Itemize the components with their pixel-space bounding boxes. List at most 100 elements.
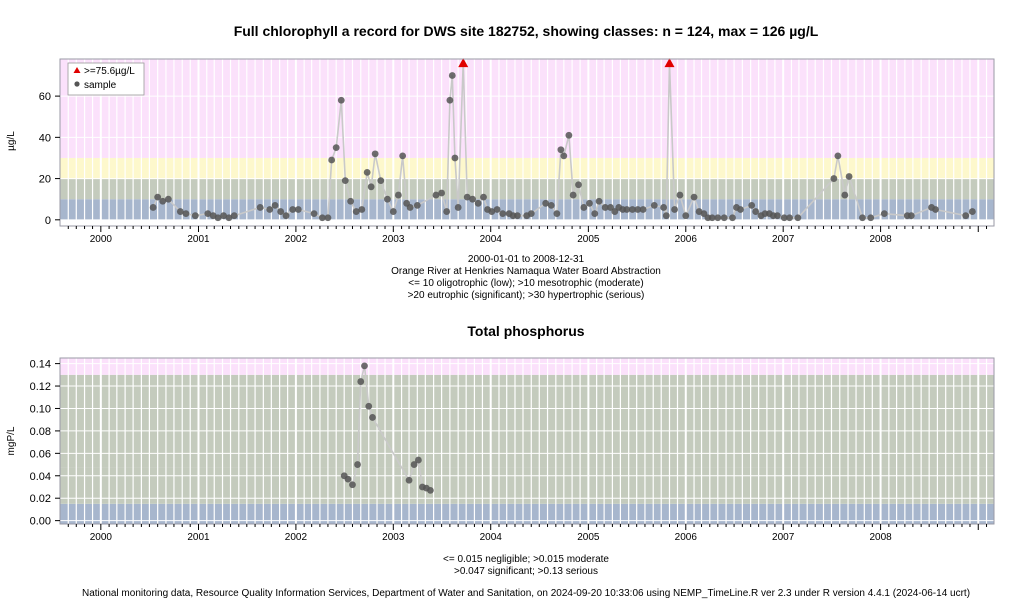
plot-frame: [59, 357, 995, 525]
data-point: [720, 214, 728, 222]
data-point: [337, 96, 345, 104]
data-point: [367, 183, 375, 191]
data-point: [277, 208, 285, 215]
data-point: [344, 475, 352, 483]
data-point: [438, 189, 446, 197]
class-band: [60, 157, 994, 179]
data-point: [794, 214, 802, 222]
x-tick-label: 2000: [90, 234, 113, 245]
x-tick-label: 2007: [772, 532, 795, 543]
x-tick-label: 2001: [187, 532, 210, 543]
data-point: [454, 204, 462, 211]
data-point: [377, 177, 385, 185]
data-point: [932, 206, 939, 213]
data-point: [414, 456, 422, 464]
data-point: [867, 214, 875, 222]
data-point: [748, 201, 756, 209]
data-point: [553, 210, 561, 218]
y-tick-label: 0.10: [30, 403, 51, 415]
data-point: [786, 214, 793, 222]
legend-circle-marker: [74, 81, 80, 87]
data-point: [676, 191, 684, 199]
phosphorus-axes: 0.00 0.02 0.04 0.06 0.08 0.10 0.12 0.14 2000 2001…: [30, 357, 995, 543]
data-point: [394, 191, 402, 199]
x-tick-label: 2006: [675, 532, 698, 543]
data-point: [191, 212, 199, 220]
data-point: [780, 214, 788, 222]
class-band: [60, 178, 994, 200]
phosphorus-caption-2: >0.047 significant; >0.13 serious: [454, 566, 598, 577]
data-point: [271, 201, 279, 209]
data-point: [463, 193, 471, 201]
plot-gridlines: [60, 358, 994, 524]
data-point: [469, 195, 476, 203]
x-tick-label: 2003: [382, 234, 405, 245]
data-point: [682, 212, 690, 220]
y-tick-label: 0.12: [30, 381, 51, 393]
data-point: [830, 175, 838, 182]
data-point: [363, 168, 371, 176]
data-point: [575, 181, 582, 189]
chlorophyll-points: [149, 58, 976, 222]
data-point: [369, 414, 376, 421]
phosphorus-series-line: [343, 365, 431, 492]
class-band: [60, 358, 994, 375]
data-point: [182, 210, 190, 218]
data-point: [660, 204, 668, 211]
phosphorus-caption-1: <= 0.015 negligible; >0.015 moderate: [443, 554, 609, 565]
x-tick-label: 2001: [187, 234, 210, 245]
x-tick-label: 2008: [869, 532, 892, 543]
legend-box: [67, 62, 145, 96]
data-point: [968, 208, 976, 215]
data-point: [220, 212, 227, 220]
data-point: [542, 199, 550, 207]
data-point: [565, 131, 573, 139]
y-tick-label: 0.08: [30, 426, 51, 438]
y-tick-label: 60: [39, 91, 51, 103]
data-point: [443, 208, 451, 215]
y-tick-label: 0.02: [30, 493, 51, 505]
data-point: [639, 206, 647, 213]
data-point: [845, 173, 853, 180]
data-point: [962, 212, 970, 220]
data-point: [432, 191, 440, 199]
data-point: [662, 212, 670, 220]
data-point: [328, 156, 336, 164]
data-point: [230, 212, 238, 220]
data-point: [349, 481, 356, 489]
phosphorus-chart: Total phosphorus mgP/L 0.000.020.040.060…: [6, 323, 995, 577]
data-point: [737, 206, 744, 213]
data-point: [204, 210, 212, 218]
data-point: [159, 197, 167, 205]
data-point: [880, 210, 888, 218]
data-point: [352, 208, 360, 215]
data-point: [629, 206, 636, 213]
data-point: [708, 214, 716, 222]
data-point: [164, 195, 172, 203]
data-point: [451, 154, 459, 162]
x-tick-label: 2006: [675, 234, 698, 245]
data-point: [480, 193, 487, 201]
class-band: [60, 503, 994, 524]
capped-marker: [458, 58, 469, 68]
y-tick-label: 20: [39, 174, 51, 186]
data-point: [513, 212, 521, 220]
data-point: [176, 208, 184, 215]
data-point: [586, 199, 593, 207]
data-point: [580, 204, 588, 211]
data-point: [907, 212, 915, 220]
data-point: [607, 204, 614, 211]
class-band: [60, 59, 994, 158]
data-point: [448, 72, 456, 79]
data-point: [406, 204, 414, 211]
data-point: [426, 486, 434, 494]
data-point: [557, 146, 565, 154]
data-point: [332, 144, 340, 152]
class-band: [60, 374, 994, 468]
data-point: [527, 210, 535, 218]
chart-caption-site: Orange River at Henkries Namaqua Water B…: [391, 266, 661, 277]
data-point: [413, 201, 421, 209]
phosphorus-points: [340, 362, 434, 494]
x-tick-label: 2002: [285, 234, 308, 245]
